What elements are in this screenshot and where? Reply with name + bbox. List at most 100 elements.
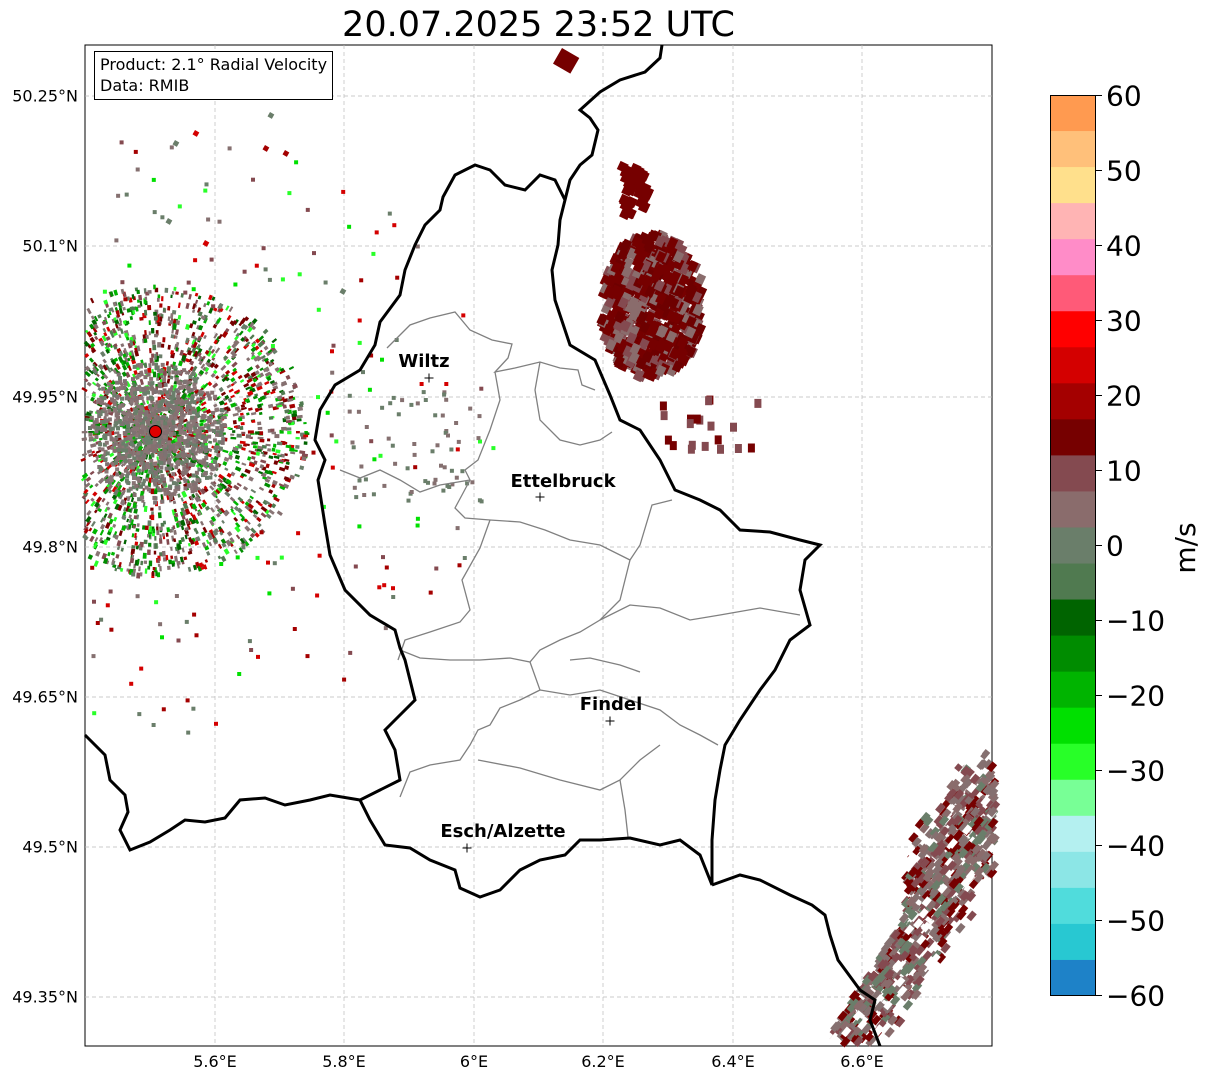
echo-cell — [222, 461, 228, 466]
echo-cell — [175, 441, 180, 446]
echo-cell — [212, 480, 217, 485]
echo-cell — [929, 826, 940, 838]
echo-cell — [144, 485, 149, 490]
echo-cell — [131, 448, 136, 453]
echo-cell — [180, 497, 184, 502]
echo-cell — [976, 759, 987, 771]
echo-cell — [132, 364, 137, 369]
echo-cell — [89, 415, 94, 420]
echo-cell — [272, 443, 277, 448]
echo-cell — [215, 426, 220, 431]
echo-cell — [276, 510, 283, 516]
echo-cell — [162, 520, 167, 525]
echo-cell — [98, 477, 105, 485]
echo-cell — [377, 585, 382, 590]
echo-cell — [953, 794, 964, 806]
echo-cell — [206, 393, 211, 398]
echo-cell — [247, 639, 252, 644]
echo-cell — [117, 452, 122, 457]
echo-cell — [391, 595, 396, 599]
echo-cell — [271, 381, 278, 387]
echo-cell — [247, 499, 252, 504]
echo-cell — [181, 490, 188, 498]
echo-cell — [123, 468, 128, 473]
echo-cell — [145, 461, 150, 466]
echo-cell — [204, 462, 209, 466]
echo-cell — [975, 805, 987, 817]
echo-cell — [143, 539, 148, 545]
echo-cell — [98, 363, 105, 370]
echo-cell — [201, 542, 207, 548]
echo-cell — [173, 529, 177, 536]
echo-cell — [248, 476, 254, 482]
echo-cell — [112, 471, 118, 476]
echo-cell — [392, 223, 397, 228]
echo-cell — [170, 546, 173, 551]
echo-cell — [926, 908, 937, 919]
echo-cell — [175, 460, 180, 465]
echo-cell — [158, 354, 163, 359]
echo-cell — [191, 421, 196, 426]
echo-cell — [982, 758, 994, 770]
echo-cell — [852, 1010, 864, 1021]
echo-cell — [138, 411, 142, 416]
echo-cell — [122, 360, 127, 365]
echo-cell — [89, 323, 95, 330]
echo-cell — [156, 420, 161, 425]
echo-cell — [124, 443, 129, 448]
echo-cell — [140, 450, 144, 455]
echo-cell — [81, 452, 88, 457]
echo-cell — [914, 818, 926, 830]
echo-cell — [159, 565, 162, 572]
echo-cell — [232, 446, 237, 451]
echo-cell — [134, 350, 140, 357]
echo-cell — [137, 497, 142, 502]
echo-cell — [221, 437, 226, 442]
echo-cell — [141, 499, 145, 503]
echo-cell — [138, 418, 143, 422]
echo-cell — [95, 425, 100, 430]
echo-cell — [291, 416, 297, 421]
echo-cell — [239, 475, 244, 479]
echo-cell — [175, 370, 180, 375]
echo-cell — [220, 555, 227, 563]
echo-cell — [918, 843, 929, 855]
echo-cell — [673, 285, 686, 298]
echo-cell — [430, 449, 435, 454]
echo-cell — [194, 438, 199, 443]
echo-cell — [226, 314, 232, 321]
echo-cell — [176, 638, 181, 643]
echo-cell — [116, 455, 121, 460]
echo-cell — [256, 654, 260, 659]
echo-cell — [183, 470, 188, 474]
echo-cell — [91, 392, 97, 398]
echo-cell — [123, 389, 129, 396]
echo-cell — [248, 407, 253, 411]
echo-cell — [193, 418, 198, 423]
echo-cell — [126, 480, 131, 485]
echo-cell — [694, 322, 707, 336]
echo-cell — [180, 450, 185, 455]
echo-cell — [110, 430, 115, 436]
echo-cell — [266, 475, 272, 480]
echo-cell — [188, 410, 193, 415]
echo-cell — [154, 333, 158, 338]
echo-cell — [241, 431, 246, 435]
echo-cell — [81, 430, 88, 434]
echo-cell — [95, 504, 101, 511]
echo-cell — [837, 1010, 848, 1022]
echo-cell — [161, 429, 166, 434]
echo-cell — [905, 896, 916, 907]
echo-cell — [331, 343, 336, 348]
echo-cell — [188, 441, 193, 446]
echo-cell — [255, 338, 261, 344]
echo-cell — [170, 555, 174, 560]
echo-cell — [342, 677, 347, 682]
echo-cell — [234, 454, 241, 460]
echo-cell — [142, 525, 146, 530]
echo-cell — [149, 463, 154, 467]
echo-cell — [92, 361, 98, 368]
echo-cell — [254, 263, 259, 268]
echo-cell — [220, 440, 225, 445]
echo-cell — [191, 473, 196, 478]
